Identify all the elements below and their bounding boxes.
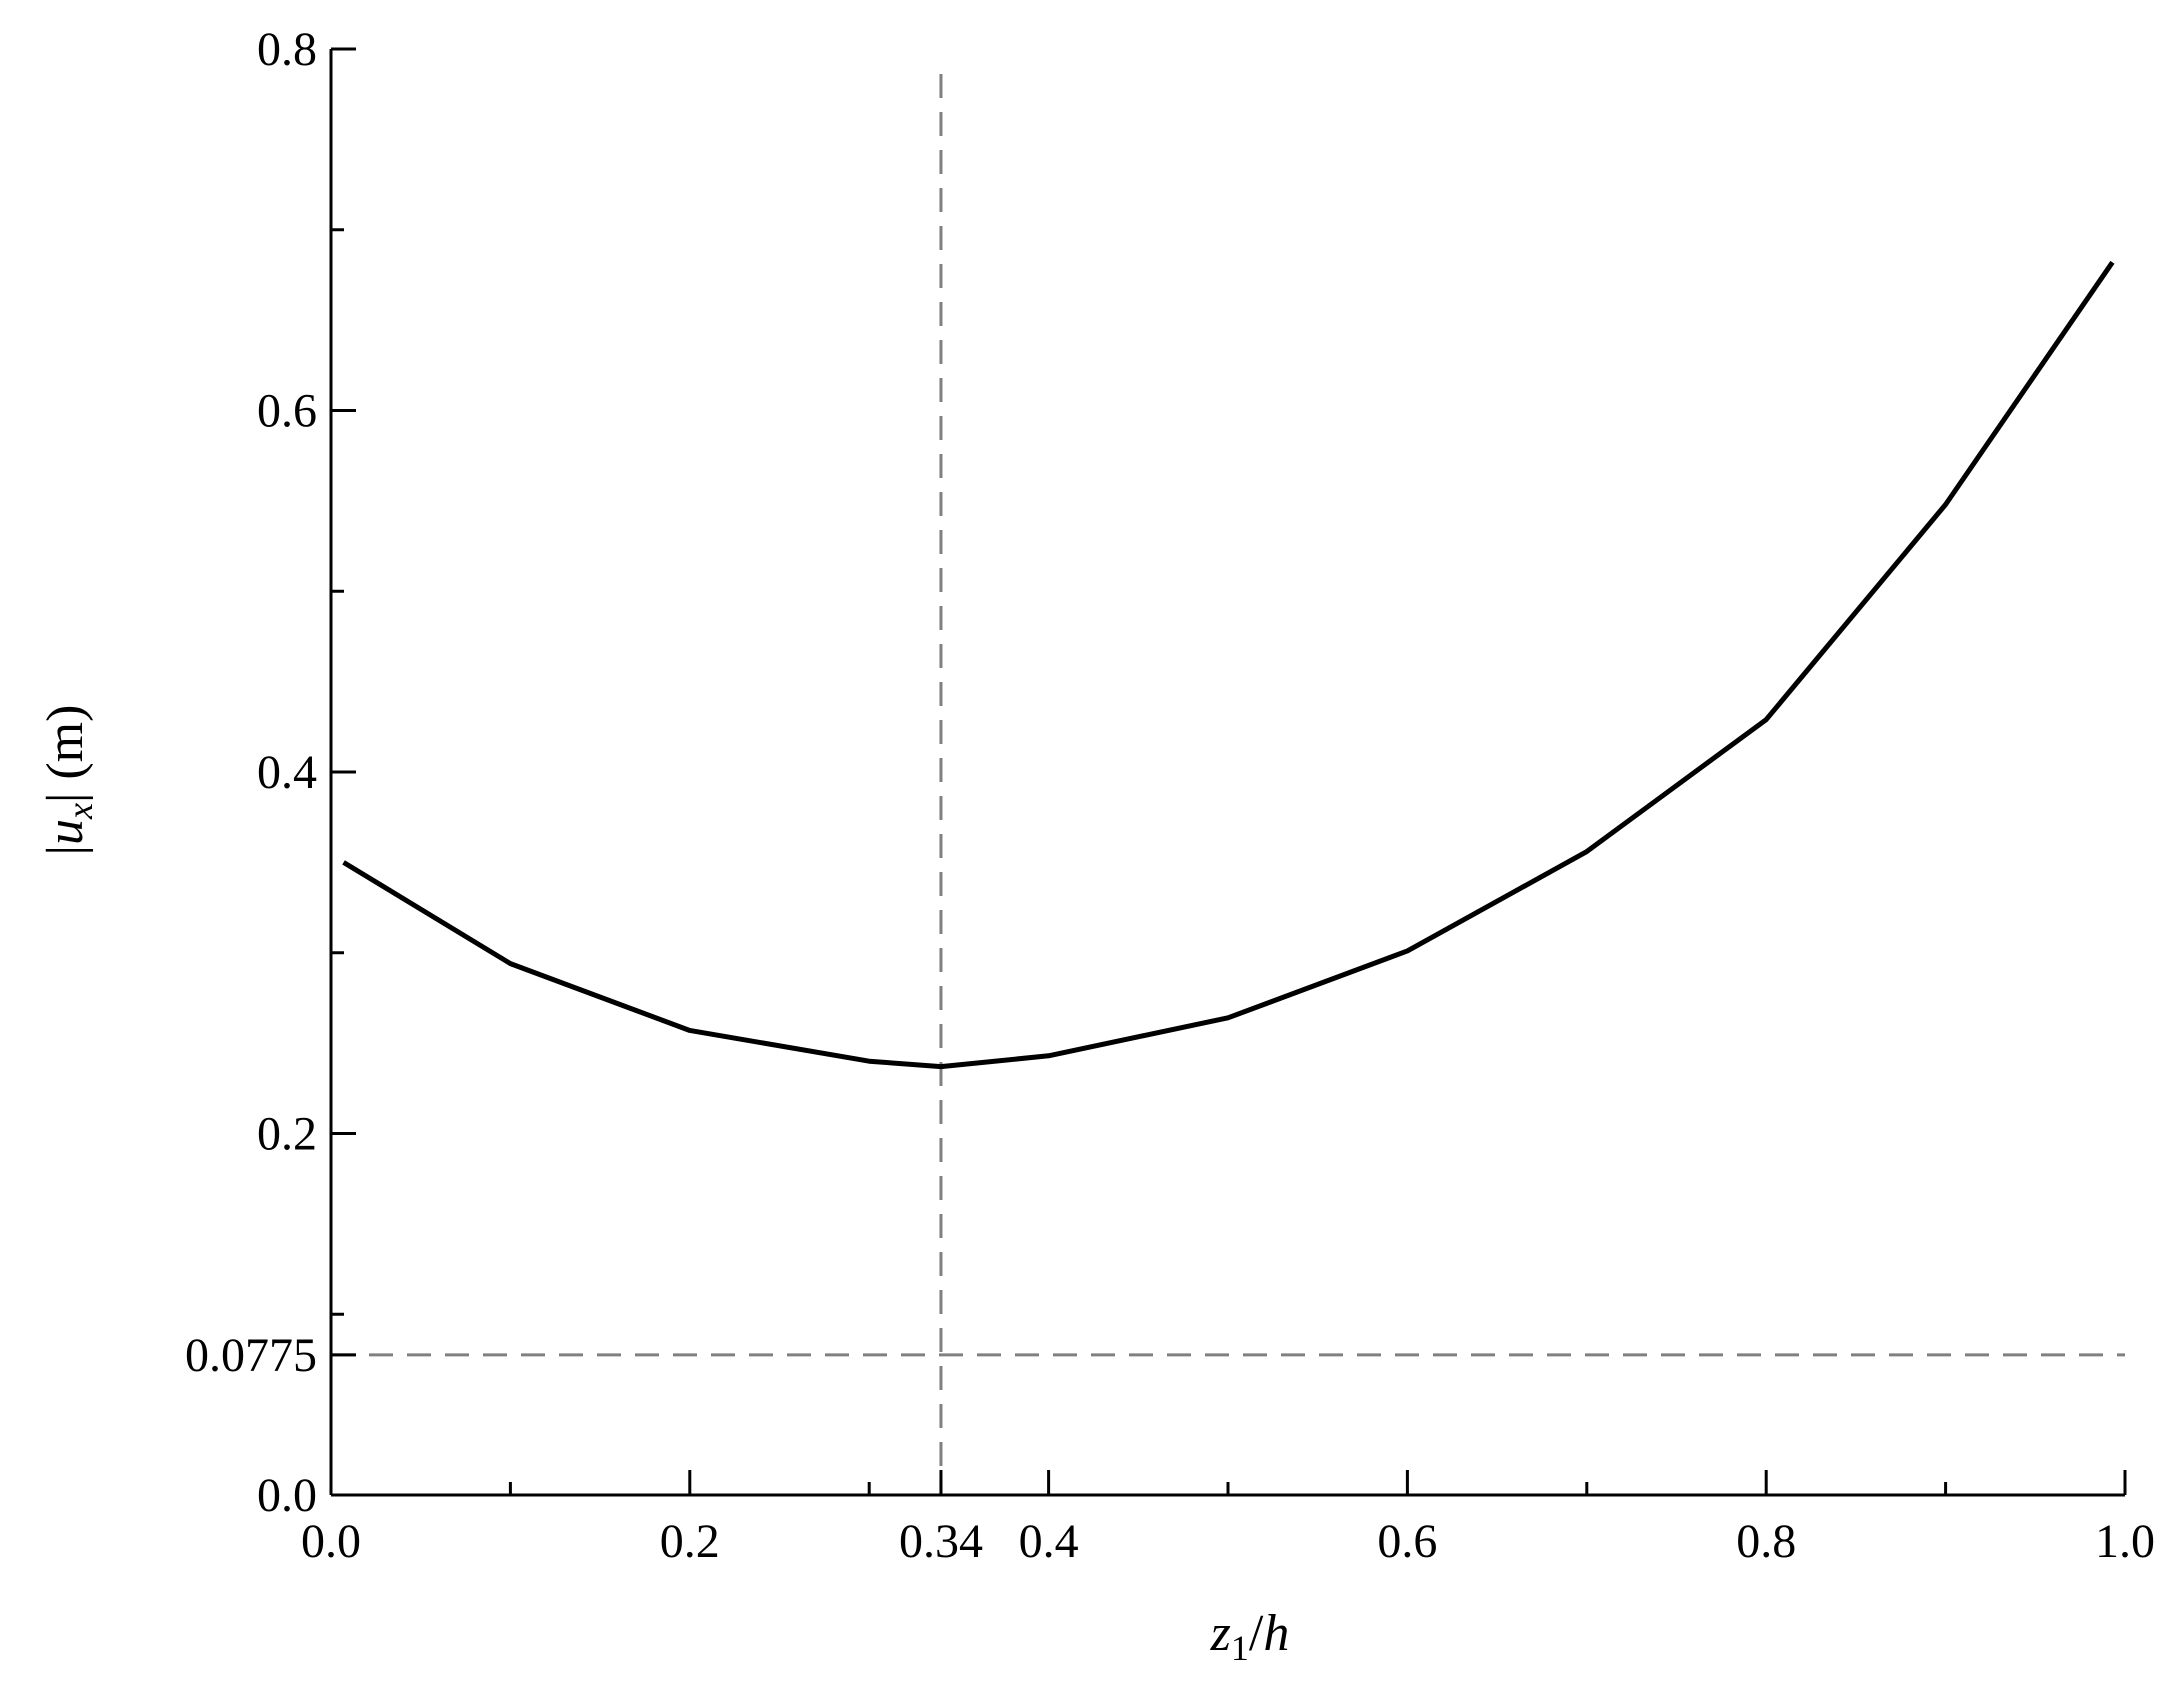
y-label-part: | xyxy=(37,845,94,855)
x-tick-label: 0.34 xyxy=(899,1515,983,1568)
y-tick-label: 0.0 xyxy=(257,1469,317,1522)
y-label-part: x xyxy=(60,803,100,820)
x-label-part: / xyxy=(1249,1605,1264,1662)
x-tick-label: 0.0 xyxy=(301,1515,361,1568)
y-tick-label: 0.4 xyxy=(257,746,317,799)
x-label-part: z xyxy=(1210,1605,1231,1662)
x-axis-label: z1/h xyxy=(1210,1605,1290,1668)
x-tick-label: 1.0 xyxy=(2095,1515,2155,1568)
data-line xyxy=(342,260,2115,1070)
y-label-part: | (m) xyxy=(37,705,94,804)
y-axis-label: |ux| (m) xyxy=(37,705,100,856)
x-label-part: 1 xyxy=(1231,1628,1249,1668)
x-label-part: h xyxy=(1263,1605,1289,1662)
y-tick-label: 0.2 xyxy=(257,1108,317,1161)
y-label-part: u xyxy=(37,819,94,845)
x-tick-label: 0.8 xyxy=(1736,1515,1796,1568)
x-tick-label: 0.2 xyxy=(660,1515,720,1568)
y-tick-label: 0.0775 xyxy=(185,1329,317,1382)
y-tick-label: 0.6 xyxy=(257,385,317,438)
x-tick-label: 0.6 xyxy=(1377,1515,1437,1568)
y-tick-label: 0.8 xyxy=(257,23,317,76)
x-tick-label: 0.4 xyxy=(1019,1515,1079,1568)
